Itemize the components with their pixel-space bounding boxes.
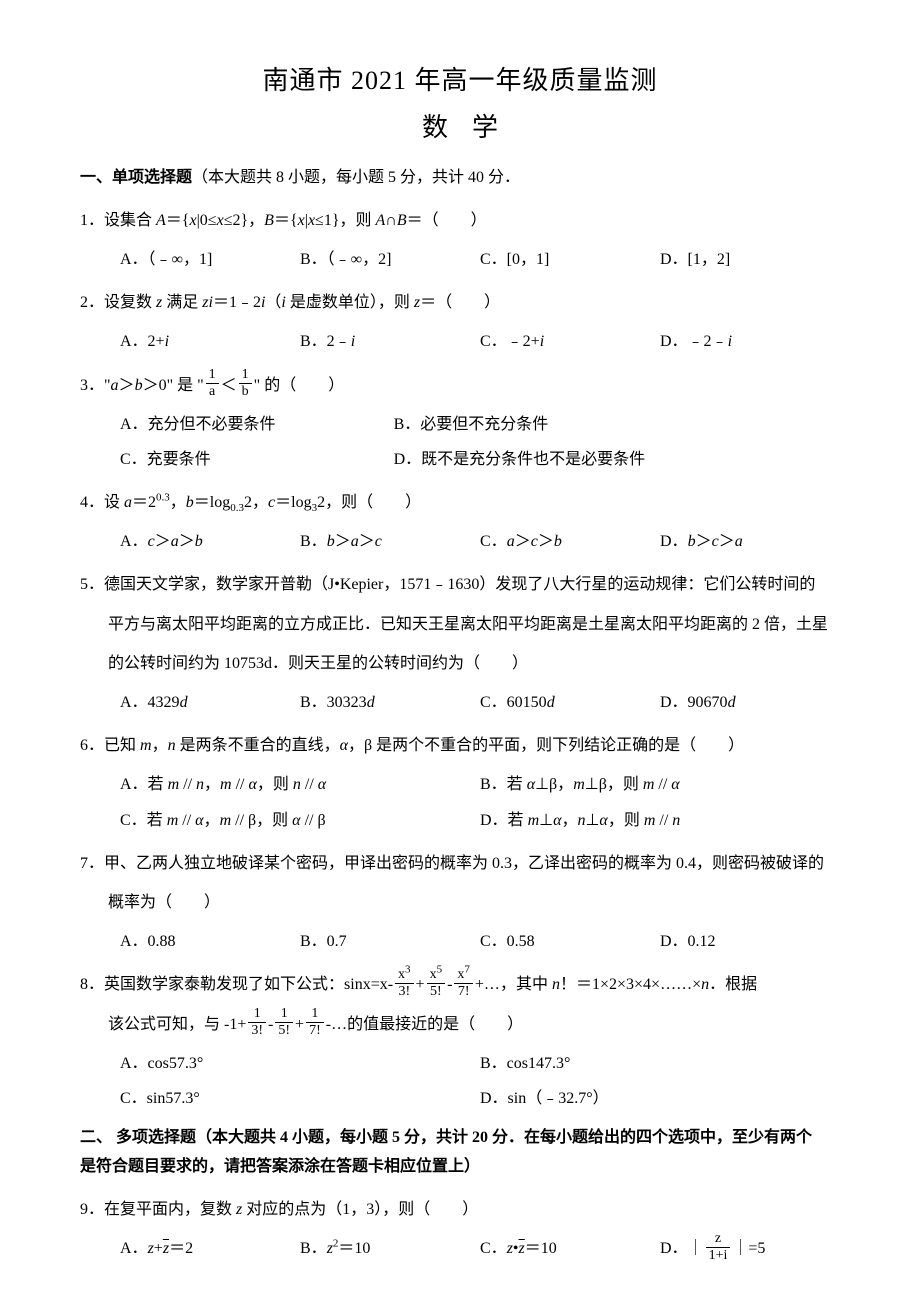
q8-l2b: 的值最接近的是（ ） xyxy=(347,1016,523,1033)
q5-l3: 的公转时间约为 10753d．则天王星的公转时间约为（ ） xyxy=(80,646,840,681)
q7-opt-d: D．0.12 xyxy=(660,924,840,959)
q9-opt-c: C．z•z＝10 xyxy=(480,1231,660,1266)
q6-options: A．若 m // n，m // α，则 n // α B．若 α⊥β，m⊥β，则… xyxy=(80,767,840,837)
q1-opt-d: D．[1，2] xyxy=(660,242,840,277)
q5-options: A．4329d B．30323d C．60150d D．90670d xyxy=(80,685,840,720)
q5-l1: 5．德国天文学家，数学家开普勒（J•Kepier，1571﹣1630）发现了八大… xyxy=(80,576,815,593)
q8-opt-b: B．cos147.3° xyxy=(480,1046,840,1081)
question-5: 5．德国天文学家，数学家开普勒（J•Kepier，1571﹣1630）发现了八大… xyxy=(80,567,840,602)
q3-opt-d: D．既不是充分条件也不是必要条件 xyxy=(394,442,754,477)
q2-opt-a: A．2+i xyxy=(120,324,300,359)
section-1-header: 一、单项选择题（本大题共 8 小题，每小题 5 分，共计 40 分． xyxy=(80,164,840,193)
q1-text-a: 1．设集合 xyxy=(80,212,156,229)
q2-opt-c: C．﹣2+i xyxy=(480,324,660,359)
q1-options: A．（﹣∞，1] B．（﹣∞，2] C．[0，1] D．[1，2] xyxy=(80,242,840,277)
title-subject: 数学 xyxy=(80,107,840,144)
q8-l2a: 该公式可知，与 xyxy=(108,1016,224,1033)
q7-options: A．0.88 B．0.7 C．0.58 D．0.12 xyxy=(80,924,840,959)
section-2-desc-1: （本大题共 4 小题，每小题 5 分，共计 20 分．在每小题给出的四个选项中，… xyxy=(196,1129,812,1146)
section-2-desc-2: 是符合题目要求的，请把答案添涂在答题卡相应位置上） xyxy=(80,1158,480,1175)
q7-opt-a: A．0.88 xyxy=(120,924,300,959)
title-main: 南通市 2021 年高一年级质量监测 xyxy=(80,60,840,97)
question-8: 8．英国数学家泰勒发现了如下公式：sinx=x-x33!+x55!-x77!+…… xyxy=(80,967,840,1002)
q1-eq: A xyxy=(156,212,166,229)
q6-opt-c: C．若 m // α，m // β，则 α // β xyxy=(120,803,480,838)
q3-opt-a: A．充分但不必要条件 xyxy=(120,407,394,442)
q4-opt-b: B．b＞a＞c xyxy=(300,524,480,559)
q3-post: " 的（ ） xyxy=(254,377,345,394)
section-1-desc: （本大题共 8 小题，每小题 5 分，共计 40 分． xyxy=(192,169,520,186)
question-7: 7．甲、乙两人独立地破译某个密码，甲译出密码的概率为 0.3，乙译出密码的概率为… xyxy=(80,846,840,881)
q5-opt-d: D．90670d xyxy=(660,685,840,720)
q9-opt-d: D．｜z1+i｜=5 xyxy=(660,1231,840,1266)
q3-lt: ＜ xyxy=(221,377,237,394)
q8-opt-a: A．cos57.3° xyxy=(120,1046,480,1081)
q5-l2: 平方与离太阳平均距离的立方成正比．已知天王星离太阳平均距离是土星离太阳平均距离的… xyxy=(80,607,840,642)
q3-frac-2: 1b xyxy=(239,368,252,399)
q6-opt-a: A．若 m // n，m // α，则 n // α xyxy=(120,767,480,802)
document-page: 南通市 2021 年高一年级质量监测 数学 一、单项选择题（本大题共 8 小题，… xyxy=(0,0,920,1314)
q3-opt-b: B．必要但不充分条件 xyxy=(394,407,754,442)
q3-options: A．充分但不必要条件 B．必要但不充分条件 C．充要条件 D．既不是充分条件也不… xyxy=(80,407,840,477)
q1-opt-a: A．（﹣∞，1] xyxy=(120,242,300,277)
question-3: 3．"a＞b＞0" 是 "1a＜1b" 的（ ） xyxy=(80,368,840,403)
q7-l2: 概率为（ ） xyxy=(80,885,840,920)
q9-opt-a: A．z+z＝2 xyxy=(120,1231,300,1266)
q4-opt-d: D．b＞c＞a xyxy=(660,524,840,559)
question-9: 9．在复平面内，复数 z 对应的点为（1，3），则（ ） xyxy=(80,1192,840,1227)
section-2-header: 二、 多项选择题（本大题共 4 小题，每小题 5 分，共计 20 分．在每小题给… xyxy=(80,1124,840,1182)
q5-opt-b: B．30323d xyxy=(300,685,480,720)
q5-opt-c: C．60150d xyxy=(480,685,660,720)
q8-pre: 8．英国数学家泰勒发现了如下公式： xyxy=(80,976,344,993)
question-4: 4．设 a＝20.3，b＝log0.32，c＝log32，则（ ） xyxy=(80,485,840,520)
q3-mid: " 是 " xyxy=(167,377,204,394)
q8-opt-d: D．sin（﹣32.7°） xyxy=(480,1081,840,1116)
q8-options: A．cos57.3° B．cos147.3° C．sin57.3° D．sin（… xyxy=(80,1046,840,1116)
q6-opt-b: B．若 α⊥β，m⊥β，则 m // α xyxy=(480,767,840,802)
section-1-label: 一、单项选择题 xyxy=(80,169,192,186)
q9-opt-b: B．z2＝10 xyxy=(300,1231,480,1266)
q1-opt-c: C．[0，1] xyxy=(480,242,660,277)
q4-opt-a: A．c＞a＞b xyxy=(120,524,300,559)
q8-l2: 该公式可知，与 -1+13!-15!+17!-…的值最接近的是（ ） xyxy=(80,1007,840,1042)
q7-opt-b: B．0.7 xyxy=(300,924,480,959)
q5-opt-a: A．4329d xyxy=(120,685,300,720)
q3-frac-1: 1a xyxy=(206,368,219,399)
q8-opt-c: C．sin57.3° xyxy=(120,1081,480,1116)
q8-series: -1+13!-15!+17!-… xyxy=(224,1016,347,1033)
q8-mid: 其中 n！＝1×2×3×4×……×n．根据 xyxy=(516,976,757,993)
q1-blank: （ ） xyxy=(423,212,487,229)
question-2: 2．设复数 z 满足 zi＝1﹣2i（i 是虚数单位），则 z＝（ ） xyxy=(80,285,840,320)
q2-opt-b: B．2﹣i xyxy=(300,324,480,359)
q7-l1: 7．甲、乙两人独立地破译某个密码，甲译出密码的概率为 0.3，乙译出密码的概率为… xyxy=(80,855,824,872)
q2-options: A．2+i B．2﹣i C．﹣2+i D．﹣2﹣i xyxy=(80,324,840,359)
q4-options: A．c＞a＞b B．b＞a＞c C．a＞c＞b D．b＞c＞a xyxy=(80,524,840,559)
q8-formula: sinx=x-x33!+x55!-x77!+… xyxy=(344,976,500,993)
q2-opt-d: D．﹣2﹣i xyxy=(660,324,840,359)
q9-options: A．z+z＝2 B．z2＝10 C．z•z＝10 D．｜z1+i｜=5 xyxy=(80,1231,840,1266)
q1-opt-b: B．（﹣∞，2] xyxy=(300,242,480,277)
section-2-label: 二、 多项选择题 xyxy=(80,1129,196,1146)
question-6: 6．已知 m，n 是两条不重合的直线，α，β 是两个不重合的平面，则下列结论正确… xyxy=(80,728,840,763)
q7-opt-c: C．0.58 xyxy=(480,924,660,959)
q4-opt-c: C．a＞c＞b xyxy=(480,524,660,559)
question-1: 1．设集合 A＝{x|0≤x≤2}，B＝{x|x≤1}，则 A∩B＝（ ） xyxy=(80,203,840,238)
q6-opt-d: D．若 m⊥α，n⊥α，则 m // n xyxy=(480,803,840,838)
q3-pre: 3．" xyxy=(80,377,111,394)
q3-opt-c: C．充要条件 xyxy=(120,442,394,477)
